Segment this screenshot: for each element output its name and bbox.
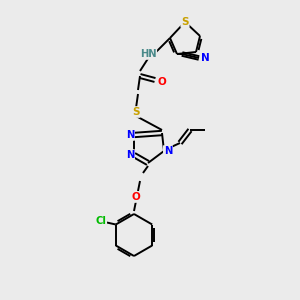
Text: N: N [126,150,134,160]
Text: S: S [181,17,189,27]
Text: HN: HN [140,49,156,59]
Text: O: O [132,192,140,202]
Text: Cl: Cl [95,217,106,226]
Text: N: N [126,130,134,140]
Text: N: N [201,53,209,63]
Text: O: O [158,77,166,87]
Text: N: N [164,146,172,156]
Text: S: S [132,107,140,117]
